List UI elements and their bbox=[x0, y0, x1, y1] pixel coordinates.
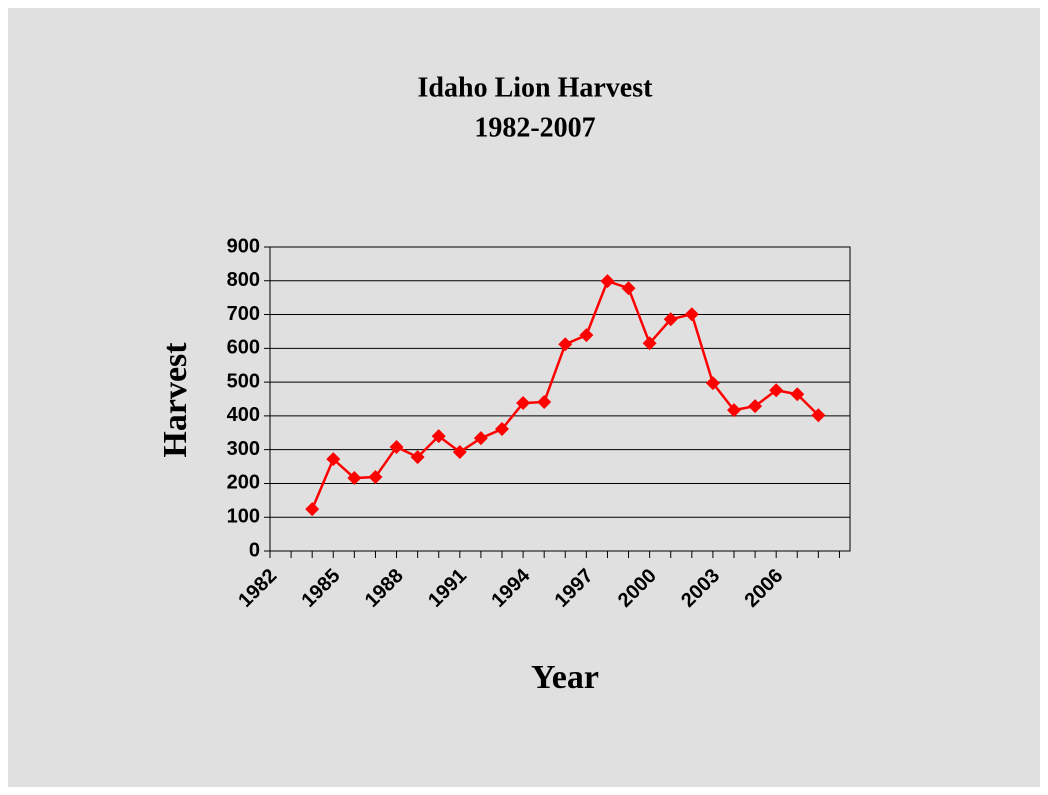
data-point bbox=[452, 445, 467, 460]
data-point bbox=[410, 450, 425, 465]
y-tick-label: 700 bbox=[227, 303, 260, 325]
data-point bbox=[368, 470, 383, 485]
y-tick-label: 500 bbox=[227, 370, 260, 392]
chart-subtitle: 1982-2007 bbox=[474, 112, 595, 143]
data-point bbox=[705, 376, 720, 391]
chart-title: Idaho Lion Harvest bbox=[418, 72, 654, 103]
y-tick-label: 300 bbox=[227, 438, 260, 460]
y-tick-label: 200 bbox=[227, 472, 260, 494]
data-point bbox=[558, 337, 573, 352]
data-point bbox=[663, 312, 678, 327]
data-point bbox=[326, 452, 341, 467]
data-point bbox=[537, 395, 552, 410]
data-point bbox=[579, 328, 594, 343]
data-point bbox=[600, 274, 615, 289]
y-tick-label: 100 bbox=[227, 506, 260, 528]
data-point bbox=[769, 383, 784, 398]
y-tick-label: 600 bbox=[227, 337, 260, 359]
y-axis-label: Harvest bbox=[157, 342, 194, 458]
data-point bbox=[305, 502, 320, 517]
data-point bbox=[642, 336, 657, 351]
y-tick-label: 800 bbox=[227, 269, 260, 291]
data-point bbox=[495, 422, 509, 437]
data-point bbox=[431, 429, 446, 444]
data-point bbox=[473, 431, 488, 446]
y-tick-label: 900 bbox=[227, 235, 260, 257]
data-point bbox=[748, 399, 763, 414]
data-point bbox=[389, 439, 404, 454]
y-tick-label: 400 bbox=[227, 404, 260, 426]
data-point bbox=[727, 403, 741, 418]
x-axis-label: Year bbox=[531, 659, 599, 696]
data-point bbox=[790, 387, 805, 402]
data-point bbox=[347, 471, 362, 486]
data-point bbox=[621, 281, 636, 296]
plot-frame bbox=[269, 246, 851, 552]
y-tick-label: 0 bbox=[249, 539, 260, 561]
data-point bbox=[684, 307, 699, 322]
data-point bbox=[811, 408, 826, 423]
data-point bbox=[516, 396, 531, 411]
